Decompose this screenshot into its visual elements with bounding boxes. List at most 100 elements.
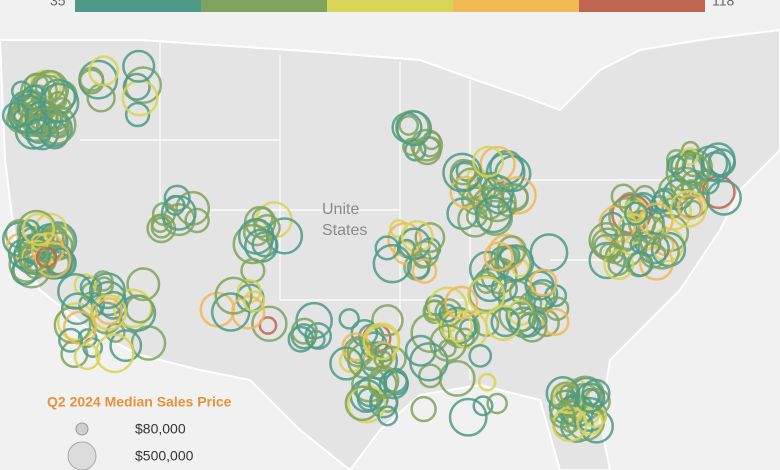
location-circle [109, 329, 143, 363]
color-legend [75, 0, 705, 12]
location-circle [449, 175, 483, 209]
location-circle [623, 201, 649, 226]
location-circle [528, 310, 548, 331]
location-circle [175, 190, 211, 226]
location-circle [88, 55, 120, 87]
location-circle [467, 275, 506, 315]
circles [1, 49, 742, 444]
location-circle [444, 285, 479, 320]
location-circle [603, 249, 635, 281]
location-circle [237, 217, 275, 255]
location-circle [34, 241, 72, 279]
location-circle [627, 251, 654, 277]
location-circle [48, 91, 68, 110]
location-circle [486, 392, 508, 415]
location-circle [389, 219, 409, 239]
location-circle [438, 303, 458, 323]
location-circle [442, 152, 483, 193]
location-circle [610, 183, 636, 209]
location-circle [681, 179, 702, 200]
location-circle [346, 337, 374, 365]
color-segment [453, 0, 579, 12]
location-circle [637, 216, 666, 245]
location-circle [472, 267, 507, 303]
location-circle [438, 359, 476, 397]
location-circle [160, 194, 197, 231]
location-circle [414, 222, 446, 253]
location-circle [184, 207, 210, 234]
location-circle [402, 137, 421, 157]
location-circle [411, 240, 440, 268]
location-circle [344, 385, 381, 422]
location-circle [472, 395, 494, 417]
location-circle [251, 305, 288, 342]
location-circle [666, 155, 687, 175]
location-circle [410, 395, 437, 423]
location-circle [674, 151, 710, 187]
location-circle [448, 397, 488, 437]
location-circle [423, 299, 445, 322]
location-circle [347, 384, 387, 424]
location-circle [468, 343, 493, 368]
location-circle [94, 333, 135, 374]
color-segment [75, 0, 201, 12]
location-circle [150, 214, 170, 234]
location-circle [78, 66, 105, 92]
location-circle [126, 267, 161, 302]
size-legend-title: Q2 2024 Median Sales Price [47, 394, 232, 410]
location-circle [396, 110, 433, 147]
location-circle [477, 372, 497, 392]
location-circle [485, 152, 526, 193]
location-circle [122, 72, 151, 101]
location-circle [384, 370, 409, 396]
location-circle [475, 271, 499, 294]
color-segment [327, 0, 453, 12]
location-circle [7, 94, 48, 135]
location-circle [124, 101, 151, 128]
location-circle [669, 189, 708, 228]
location-circle [21, 212, 56, 247]
location-circle [529, 268, 558, 297]
location-circle [449, 158, 477, 186]
location-circle [541, 307, 570, 336]
color-segment [201, 0, 327, 12]
location-circle [374, 235, 400, 261]
location-circle [18, 219, 41, 242]
location-circle [472, 145, 504, 178]
location-circle [35, 246, 58, 269]
location-circle [608, 232, 644, 268]
location-circle [62, 310, 98, 345]
location-circle [476, 199, 514, 236]
map-label: States [322, 222, 367, 239]
location-circle [479, 145, 516, 183]
location-circle [369, 389, 399, 419]
location-circle [329, 346, 364, 381]
location-circle [112, 288, 153, 329]
location-circle [429, 324, 468, 362]
location-circle [377, 405, 399, 427]
location-circle [498, 176, 537, 215]
location-circle [544, 296, 570, 322]
location-circle [507, 306, 540, 338]
color-segment [579, 0, 705, 12]
location-circle [57, 273, 94, 310]
location-circle [411, 258, 438, 284]
location-circle [677, 194, 704, 221]
location-circle [481, 174, 515, 209]
location-circle [124, 66, 163, 105]
location-circle [371, 304, 404, 337]
location-circle [25, 118, 52, 144]
location-circle [210, 292, 251, 332]
location-circle [367, 365, 400, 397]
legend-min: 35 [50, 0, 66, 9]
location-circle [477, 183, 517, 223]
location-circle [214, 276, 253, 315]
location-circle [382, 367, 408, 394]
location-circle [398, 115, 420, 136]
location-circle [576, 408, 604, 436]
location-circle [43, 112, 70, 138]
location-circle [448, 310, 489, 350]
location-circle [94, 297, 123, 326]
